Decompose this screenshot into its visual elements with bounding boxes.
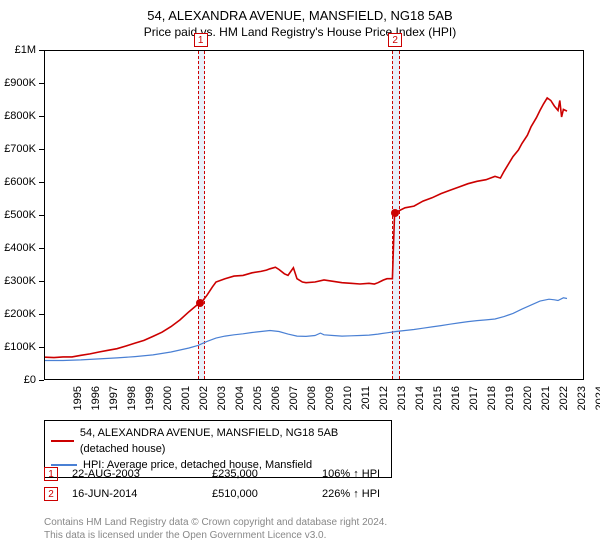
sale-marker-1: 1 [194, 33, 208, 47]
transaction-vs-hpi: 106% ↑ HPI [322, 468, 442, 480]
license-line: This data is licensed under the Open Gov… [44, 529, 387, 542]
legend-swatch [51, 440, 74, 442]
x-tick-label: 2013 [396, 386, 408, 416]
x-tick-label: 2020 [522, 386, 534, 416]
series-line [45, 98, 567, 358]
legend-label: 54, ALEXANDRA AVENUE, MANSFIELD, NG18 5A… [80, 425, 385, 457]
transaction-vs-hpi: 226% ↑ HPI [322, 488, 442, 500]
x-tick-label: 1995 [72, 386, 84, 416]
y-tick-label: £200K [0, 308, 36, 320]
x-tick-label: 2022 [558, 386, 570, 416]
x-tick-label: 2007 [288, 386, 300, 416]
y-tick-label: £400K [0, 242, 36, 254]
transactions-table: 1 22-AUG-2003£235,000106% ↑ HPI 2 16-JUN-20… [44, 464, 442, 504]
transaction-marker: 1 [44, 467, 58, 481]
transaction-marker: 2 [44, 487, 58, 501]
x-tick-label: 2008 [306, 386, 318, 416]
x-tick-label: 2021 [540, 386, 552, 416]
x-tick-label: 2018 [486, 386, 498, 416]
y-tick-label: £100K [0, 341, 36, 353]
transaction-price: £510,000 [212, 488, 322, 500]
x-tick-label: 2016 [450, 386, 462, 416]
x-tick-label: 1996 [90, 386, 102, 416]
x-tick-label: 2004 [234, 386, 246, 416]
x-tick-label: 1998 [126, 386, 138, 416]
x-tick-label: 2014 [414, 386, 426, 416]
sale-point [196, 299, 204, 307]
y-tick-label: £700K [0, 143, 36, 155]
x-tick-label: 2019 [504, 386, 516, 416]
x-tick-label: 2017 [468, 386, 480, 416]
chart-plot-area: 12 [44, 50, 584, 380]
y-tick-label: £300K [0, 275, 36, 287]
legend-item: 54, ALEXANDRA AVENUE, MANSFIELD, NG18 5A… [51, 425, 385, 457]
chart-title: 54, ALEXANDRA AVENUE, MANSFIELD, NG18 5A… [0, 0, 600, 23]
transaction-price: £235,000 [212, 468, 322, 480]
y-tick-label: £800K [0, 110, 36, 122]
x-tick-label: 2009 [324, 386, 336, 416]
x-tick-label: 1999 [144, 386, 156, 416]
transaction-date: 22-AUG-2003 [72, 468, 212, 480]
y-tick-label: £0 [0, 374, 36, 386]
x-tick-label: 2002 [198, 386, 210, 416]
x-tick-label: 2003 [216, 386, 228, 416]
x-tick-label: 2012 [378, 386, 390, 416]
x-tick-label: 2005 [252, 386, 264, 416]
y-tick-label: £600K [0, 176, 36, 188]
series-line [45, 298, 567, 361]
license-line: Contains HM Land Registry data © Crown c… [44, 516, 387, 529]
y-tick-label: £1M [0, 44, 36, 56]
x-tick-label: 2010 [342, 386, 354, 416]
y-tick-label: £500K [0, 209, 36, 221]
transaction-date: 16-JUN-2014 [72, 488, 212, 500]
transaction-row: 2 16-JUN-2014£510,000226% ↑ HPI [44, 484, 442, 504]
license-text: Contains HM Land Registry data © Crown c… [44, 516, 387, 542]
x-tick-label: 2001 [180, 386, 192, 416]
x-tick-label: 1997 [108, 386, 120, 416]
x-tick-label: 2006 [270, 386, 282, 416]
sale-marker-2: 2 [388, 33, 402, 47]
transaction-row: 1 22-AUG-2003£235,000106% ↑ HPI [44, 464, 442, 484]
x-tick-label: 2000 [162, 386, 174, 416]
x-tick-label: 2015 [432, 386, 444, 416]
x-tick-label: 2024 [594, 386, 600, 416]
x-tick-label: 2011 [360, 386, 372, 416]
sale-point [391, 209, 399, 217]
y-tick-label: £900K [0, 77, 36, 89]
chart-subtitle: Price paid vs. HM Land Registry's House … [0, 23, 600, 39]
x-tick-label: 2023 [576, 386, 588, 416]
